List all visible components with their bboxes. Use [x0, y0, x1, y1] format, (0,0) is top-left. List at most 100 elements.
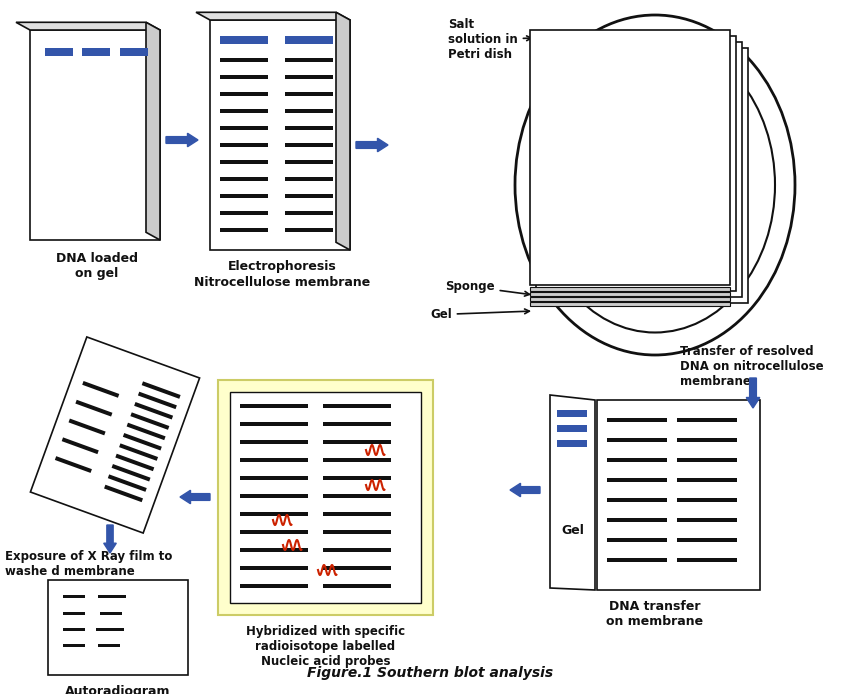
- Polygon shape: [220, 177, 268, 181]
- Text: DNA transfer
on membrane: DNA transfer on membrane: [606, 600, 703, 628]
- FancyBboxPatch shape: [536, 36, 736, 291]
- Polygon shape: [55, 456, 92, 473]
- Text: Nitrocellulose membrane: Nitrocellulose membrane: [194, 276, 370, 289]
- Polygon shape: [220, 75, 268, 79]
- FancyArrow shape: [104, 525, 116, 553]
- Polygon shape: [63, 644, 85, 647]
- Polygon shape: [285, 36, 333, 44]
- Text: Figure.1 Southern blot analysis: Figure.1 Southern blot analysis: [307, 666, 553, 680]
- Polygon shape: [82, 48, 110, 56]
- Polygon shape: [115, 454, 154, 471]
- Polygon shape: [240, 404, 308, 408]
- Polygon shape: [240, 530, 308, 534]
- Polygon shape: [285, 58, 333, 62]
- Polygon shape: [220, 143, 268, 147]
- Polygon shape: [138, 391, 177, 409]
- Polygon shape: [607, 458, 667, 462]
- Polygon shape: [30, 337, 200, 533]
- Polygon shape: [677, 558, 737, 562]
- Ellipse shape: [535, 37, 775, 332]
- Text: Sponge: Sponge: [445, 280, 530, 296]
- Polygon shape: [607, 538, 667, 542]
- Polygon shape: [677, 498, 737, 502]
- Polygon shape: [240, 512, 308, 516]
- Polygon shape: [530, 287, 730, 291]
- Polygon shape: [63, 595, 85, 598]
- Polygon shape: [220, 58, 268, 62]
- Polygon shape: [607, 438, 667, 442]
- Polygon shape: [220, 228, 268, 232]
- Polygon shape: [323, 530, 391, 534]
- Text: Hybridized with specific
radioisotope labelled
Nucleic acid probes: Hybridized with specific radioisotope la…: [246, 625, 405, 668]
- Polygon shape: [220, 92, 268, 96]
- Polygon shape: [83, 381, 120, 398]
- Polygon shape: [76, 400, 113, 416]
- Polygon shape: [323, 584, 391, 588]
- Polygon shape: [69, 418, 106, 435]
- Polygon shape: [557, 440, 587, 447]
- Polygon shape: [530, 297, 730, 301]
- Text: Gel: Gel: [430, 308, 530, 321]
- Polygon shape: [323, 476, 391, 480]
- FancyArrow shape: [356, 138, 388, 152]
- Polygon shape: [607, 498, 667, 502]
- Polygon shape: [146, 22, 160, 240]
- FancyArrow shape: [180, 490, 210, 504]
- Polygon shape: [285, 143, 333, 147]
- Ellipse shape: [515, 15, 795, 355]
- Polygon shape: [597, 400, 760, 590]
- Polygon shape: [220, 126, 268, 130]
- FancyBboxPatch shape: [548, 48, 748, 303]
- Polygon shape: [126, 423, 166, 440]
- Polygon shape: [550, 395, 595, 590]
- Polygon shape: [62, 437, 99, 454]
- Polygon shape: [285, 177, 333, 181]
- Polygon shape: [530, 302, 730, 306]
- Polygon shape: [285, 92, 333, 96]
- Polygon shape: [119, 443, 158, 461]
- Polygon shape: [677, 538, 737, 542]
- Polygon shape: [240, 494, 308, 498]
- FancyBboxPatch shape: [48, 580, 188, 675]
- Polygon shape: [16, 22, 160, 30]
- Polygon shape: [677, 518, 737, 522]
- Polygon shape: [285, 160, 333, 164]
- Polygon shape: [220, 194, 268, 198]
- Polygon shape: [607, 418, 667, 422]
- Polygon shape: [98, 595, 126, 598]
- Polygon shape: [323, 512, 391, 516]
- Polygon shape: [285, 194, 333, 198]
- Polygon shape: [196, 12, 350, 20]
- Polygon shape: [45, 48, 73, 56]
- Polygon shape: [220, 109, 268, 113]
- Text: Autoradiogram: Autoradiogram: [65, 685, 171, 694]
- Polygon shape: [220, 160, 268, 164]
- Polygon shape: [285, 75, 333, 79]
- Polygon shape: [607, 478, 667, 482]
- Polygon shape: [30, 30, 160, 240]
- FancyBboxPatch shape: [230, 392, 421, 603]
- Polygon shape: [142, 382, 181, 399]
- Polygon shape: [123, 433, 162, 450]
- Text: DNA loaded
on gel: DNA loaded on gel: [56, 252, 138, 280]
- Polygon shape: [240, 458, 308, 462]
- Polygon shape: [240, 584, 308, 588]
- Polygon shape: [63, 612, 85, 615]
- Polygon shape: [336, 12, 350, 250]
- Text: Electrophoresis: Electrophoresis: [228, 260, 336, 273]
- Polygon shape: [98, 644, 120, 647]
- FancyArrow shape: [746, 378, 759, 408]
- FancyBboxPatch shape: [542, 42, 742, 297]
- Polygon shape: [220, 211, 268, 215]
- Text: Salt
solution in
Petri dish: Salt solution in Petri dish: [448, 18, 531, 61]
- Polygon shape: [323, 458, 391, 462]
- Polygon shape: [131, 412, 169, 430]
- Polygon shape: [285, 109, 333, 113]
- Polygon shape: [323, 404, 391, 408]
- Polygon shape: [220, 36, 268, 44]
- Polygon shape: [323, 566, 391, 570]
- FancyBboxPatch shape: [218, 380, 433, 615]
- Polygon shape: [677, 418, 737, 422]
- Polygon shape: [323, 548, 391, 552]
- Text: Transfer of resolved
DNA on nitrocellulose
membrane: Transfer of resolved DNA on nitrocellulo…: [680, 345, 824, 388]
